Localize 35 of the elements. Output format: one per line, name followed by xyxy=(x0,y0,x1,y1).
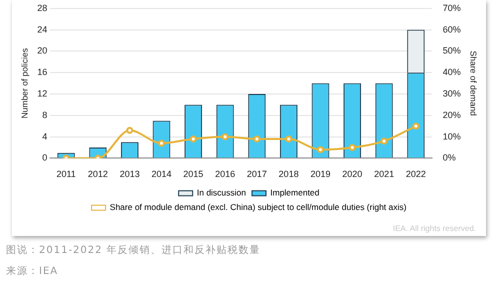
y-tick-label: 4 xyxy=(42,131,48,142)
x-tick-label: 2017 xyxy=(246,169,267,180)
x-tick-label: 2020 xyxy=(342,169,362,180)
legend-label: In discussion xyxy=(196,188,246,198)
source-note: 来源：IEA xyxy=(6,264,58,278)
y-tick-label: 8 xyxy=(42,110,48,120)
y-tick-label: 0 xyxy=(42,152,48,163)
legend-label: Implemented xyxy=(270,188,320,198)
y2-tick-label: 30% xyxy=(442,88,461,98)
x-tick-label: 2018 xyxy=(278,169,299,180)
y-tick-label: 16 xyxy=(37,67,48,78)
x-tick-label: 2013 xyxy=(120,169,140,180)
y2-tick-label: 10% xyxy=(442,131,461,142)
y-tick-label: 28 xyxy=(37,2,48,13)
y2-tick-label: 20% xyxy=(442,110,461,120)
legend-label: Share of module demand (excl. China) subject to cell/module duties (right axis) xyxy=(110,202,407,212)
x-tick-label: 2015 xyxy=(183,169,204,180)
y2-tick-label: 0% xyxy=(442,152,456,163)
y2-tick-label: 70% xyxy=(442,2,461,13)
text: 图说：2011-2022 年反倾销、进口和反补贴税数量 xyxy=(6,244,261,257)
y-tick-label: 12 xyxy=(37,88,48,98)
x-tick-label: 2012 xyxy=(88,169,108,180)
y-tick-label: 24 xyxy=(37,24,48,34)
x-tick-label: 2011 xyxy=(56,169,76,180)
x-tick-label: 2021 xyxy=(374,169,394,180)
y2-tick-label: 60% xyxy=(442,24,461,34)
y2-tick-label: 40% xyxy=(442,67,461,78)
y-tick-label: 20 xyxy=(37,46,48,56)
y2-axis-title: Share of demand xyxy=(468,50,479,116)
x-tick-label: 2019 xyxy=(310,169,331,180)
x-tick-label: 2014 xyxy=(151,169,172,180)
y-axis-title: Number of policies xyxy=(19,48,30,118)
x-tick-label: 2022 xyxy=(406,169,426,180)
x-tick-label: 2016 xyxy=(215,169,236,180)
y2-tick-label: 50% xyxy=(442,46,461,56)
